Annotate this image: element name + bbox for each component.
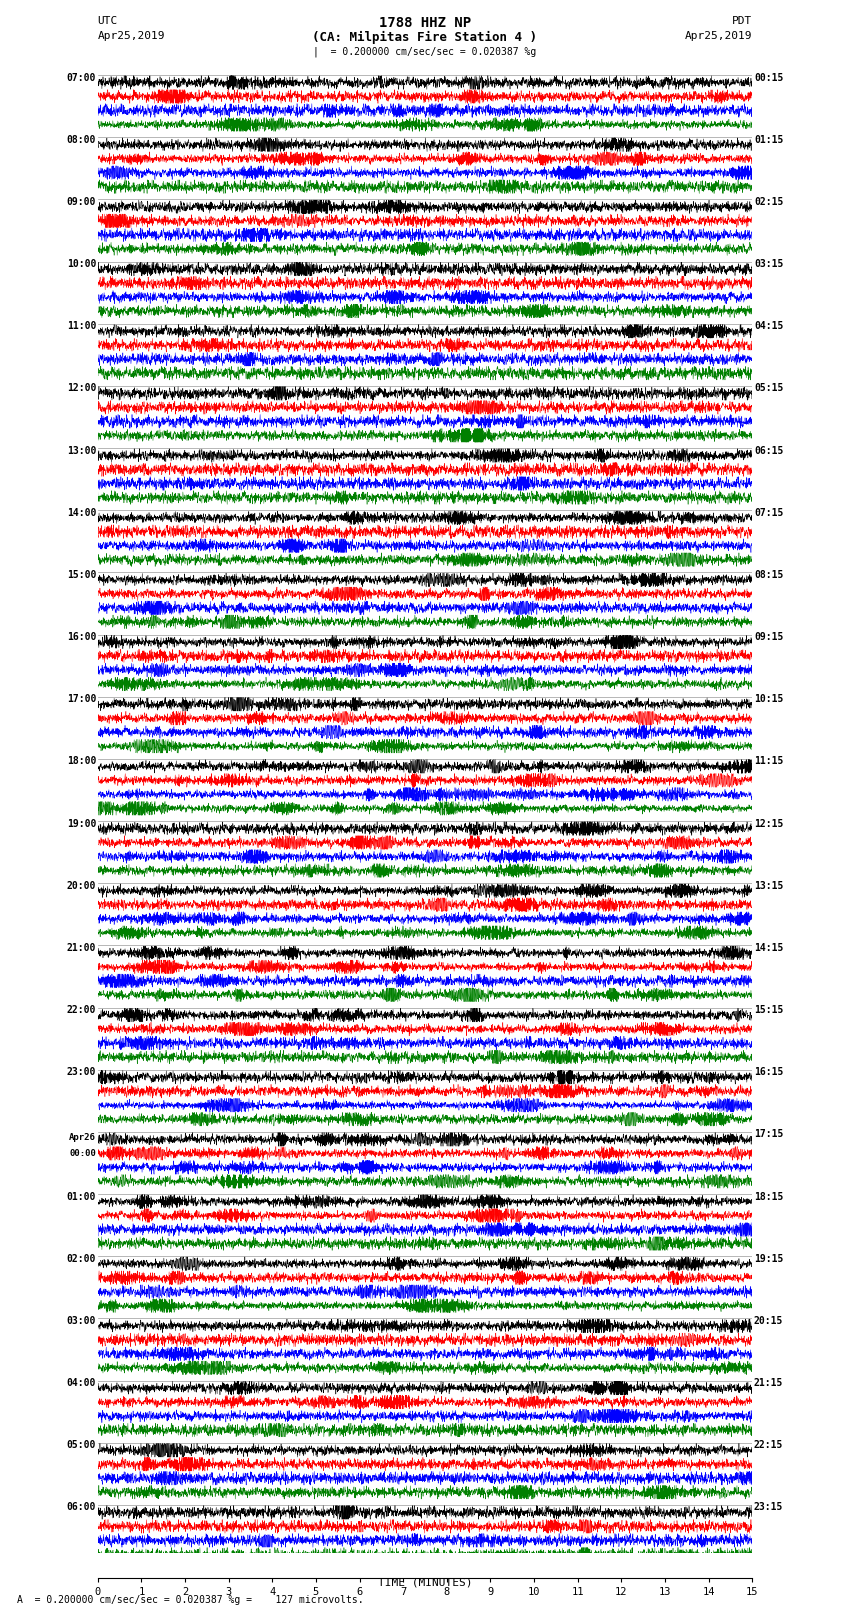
Text: 16:15: 16:15 [754, 1068, 784, 1077]
Text: 20:15: 20:15 [754, 1316, 784, 1326]
Text: 06:15: 06:15 [754, 445, 784, 455]
Text: 18:00: 18:00 [66, 756, 96, 766]
Text: 13:00: 13:00 [66, 445, 96, 455]
Text: 23:00: 23:00 [66, 1068, 96, 1077]
Text: 14:15: 14:15 [754, 944, 784, 953]
Text: 07:15: 07:15 [754, 508, 784, 518]
Text: 23:15: 23:15 [754, 1502, 784, 1513]
Text: 13:15: 13:15 [754, 881, 784, 890]
Text: 05:15: 05:15 [754, 384, 784, 394]
Text: 1788 HHZ NP: 1788 HHZ NP [379, 16, 471, 31]
Text: 09:15: 09:15 [754, 632, 784, 642]
Text: 12:00: 12:00 [66, 384, 96, 394]
Text: Apr26: Apr26 [69, 1132, 96, 1142]
Text: 10:15: 10:15 [754, 694, 784, 705]
Text: 05:00: 05:00 [66, 1440, 96, 1450]
Text: 10:00: 10:00 [66, 260, 96, 269]
Text: |  = 0.200000 cm/sec/sec = 0.020387 %g: | = 0.200000 cm/sec/sec = 0.020387 %g [314, 47, 536, 58]
Text: 19:00: 19:00 [66, 819, 96, 829]
Text: 22:15: 22:15 [754, 1440, 784, 1450]
Text: 03:15: 03:15 [754, 260, 784, 269]
Text: (CA: Milpitas Fire Station 4 ): (CA: Milpitas Fire Station 4 ) [313, 31, 537, 44]
Text: 14:00: 14:00 [66, 508, 96, 518]
Text: 04:15: 04:15 [754, 321, 784, 331]
Text: 00:00: 00:00 [69, 1148, 96, 1158]
Text: 01:00: 01:00 [66, 1192, 96, 1202]
Text: 11:00: 11:00 [66, 321, 96, 331]
Text: 00:15: 00:15 [754, 73, 784, 82]
Text: 16:00: 16:00 [66, 632, 96, 642]
Text: 04:00: 04:00 [66, 1378, 96, 1389]
Text: 19:15: 19:15 [754, 1253, 784, 1263]
Text: 17:00: 17:00 [66, 694, 96, 705]
Text: Apr25,2019: Apr25,2019 [98, 31, 165, 40]
Text: 17:15: 17:15 [754, 1129, 784, 1139]
Text: 20:00: 20:00 [66, 881, 96, 890]
Text: 22:00: 22:00 [66, 1005, 96, 1015]
Text: UTC: UTC [98, 16, 118, 26]
Text: PDT: PDT [732, 16, 752, 26]
Text: 18:15: 18:15 [754, 1192, 784, 1202]
Text: 01:15: 01:15 [754, 135, 784, 145]
Text: 11:15: 11:15 [754, 756, 784, 766]
Text: 21:15: 21:15 [754, 1378, 784, 1389]
Text: 12:15: 12:15 [754, 819, 784, 829]
Text: 02:00: 02:00 [66, 1253, 96, 1263]
Text: 02:15: 02:15 [754, 197, 784, 206]
Text: 09:00: 09:00 [66, 197, 96, 206]
Text: 15:00: 15:00 [66, 569, 96, 581]
Text: A  = 0.200000 cm/sec/sec = 0.020387 %g =    127 microvolts.: A = 0.200000 cm/sec/sec = 0.020387 %g = … [17, 1595, 364, 1605]
Text: 15:15: 15:15 [754, 1005, 784, 1015]
Text: 21:00: 21:00 [66, 944, 96, 953]
Text: 07:00: 07:00 [66, 73, 96, 82]
Text: Apr25,2019: Apr25,2019 [685, 31, 752, 40]
Text: 08:00: 08:00 [66, 135, 96, 145]
Text: 08:15: 08:15 [754, 569, 784, 581]
Text: 03:00: 03:00 [66, 1316, 96, 1326]
Text: 06:00: 06:00 [66, 1502, 96, 1513]
Text: TIME (MINUTES): TIME (MINUTES) [377, 1578, 473, 1587]
